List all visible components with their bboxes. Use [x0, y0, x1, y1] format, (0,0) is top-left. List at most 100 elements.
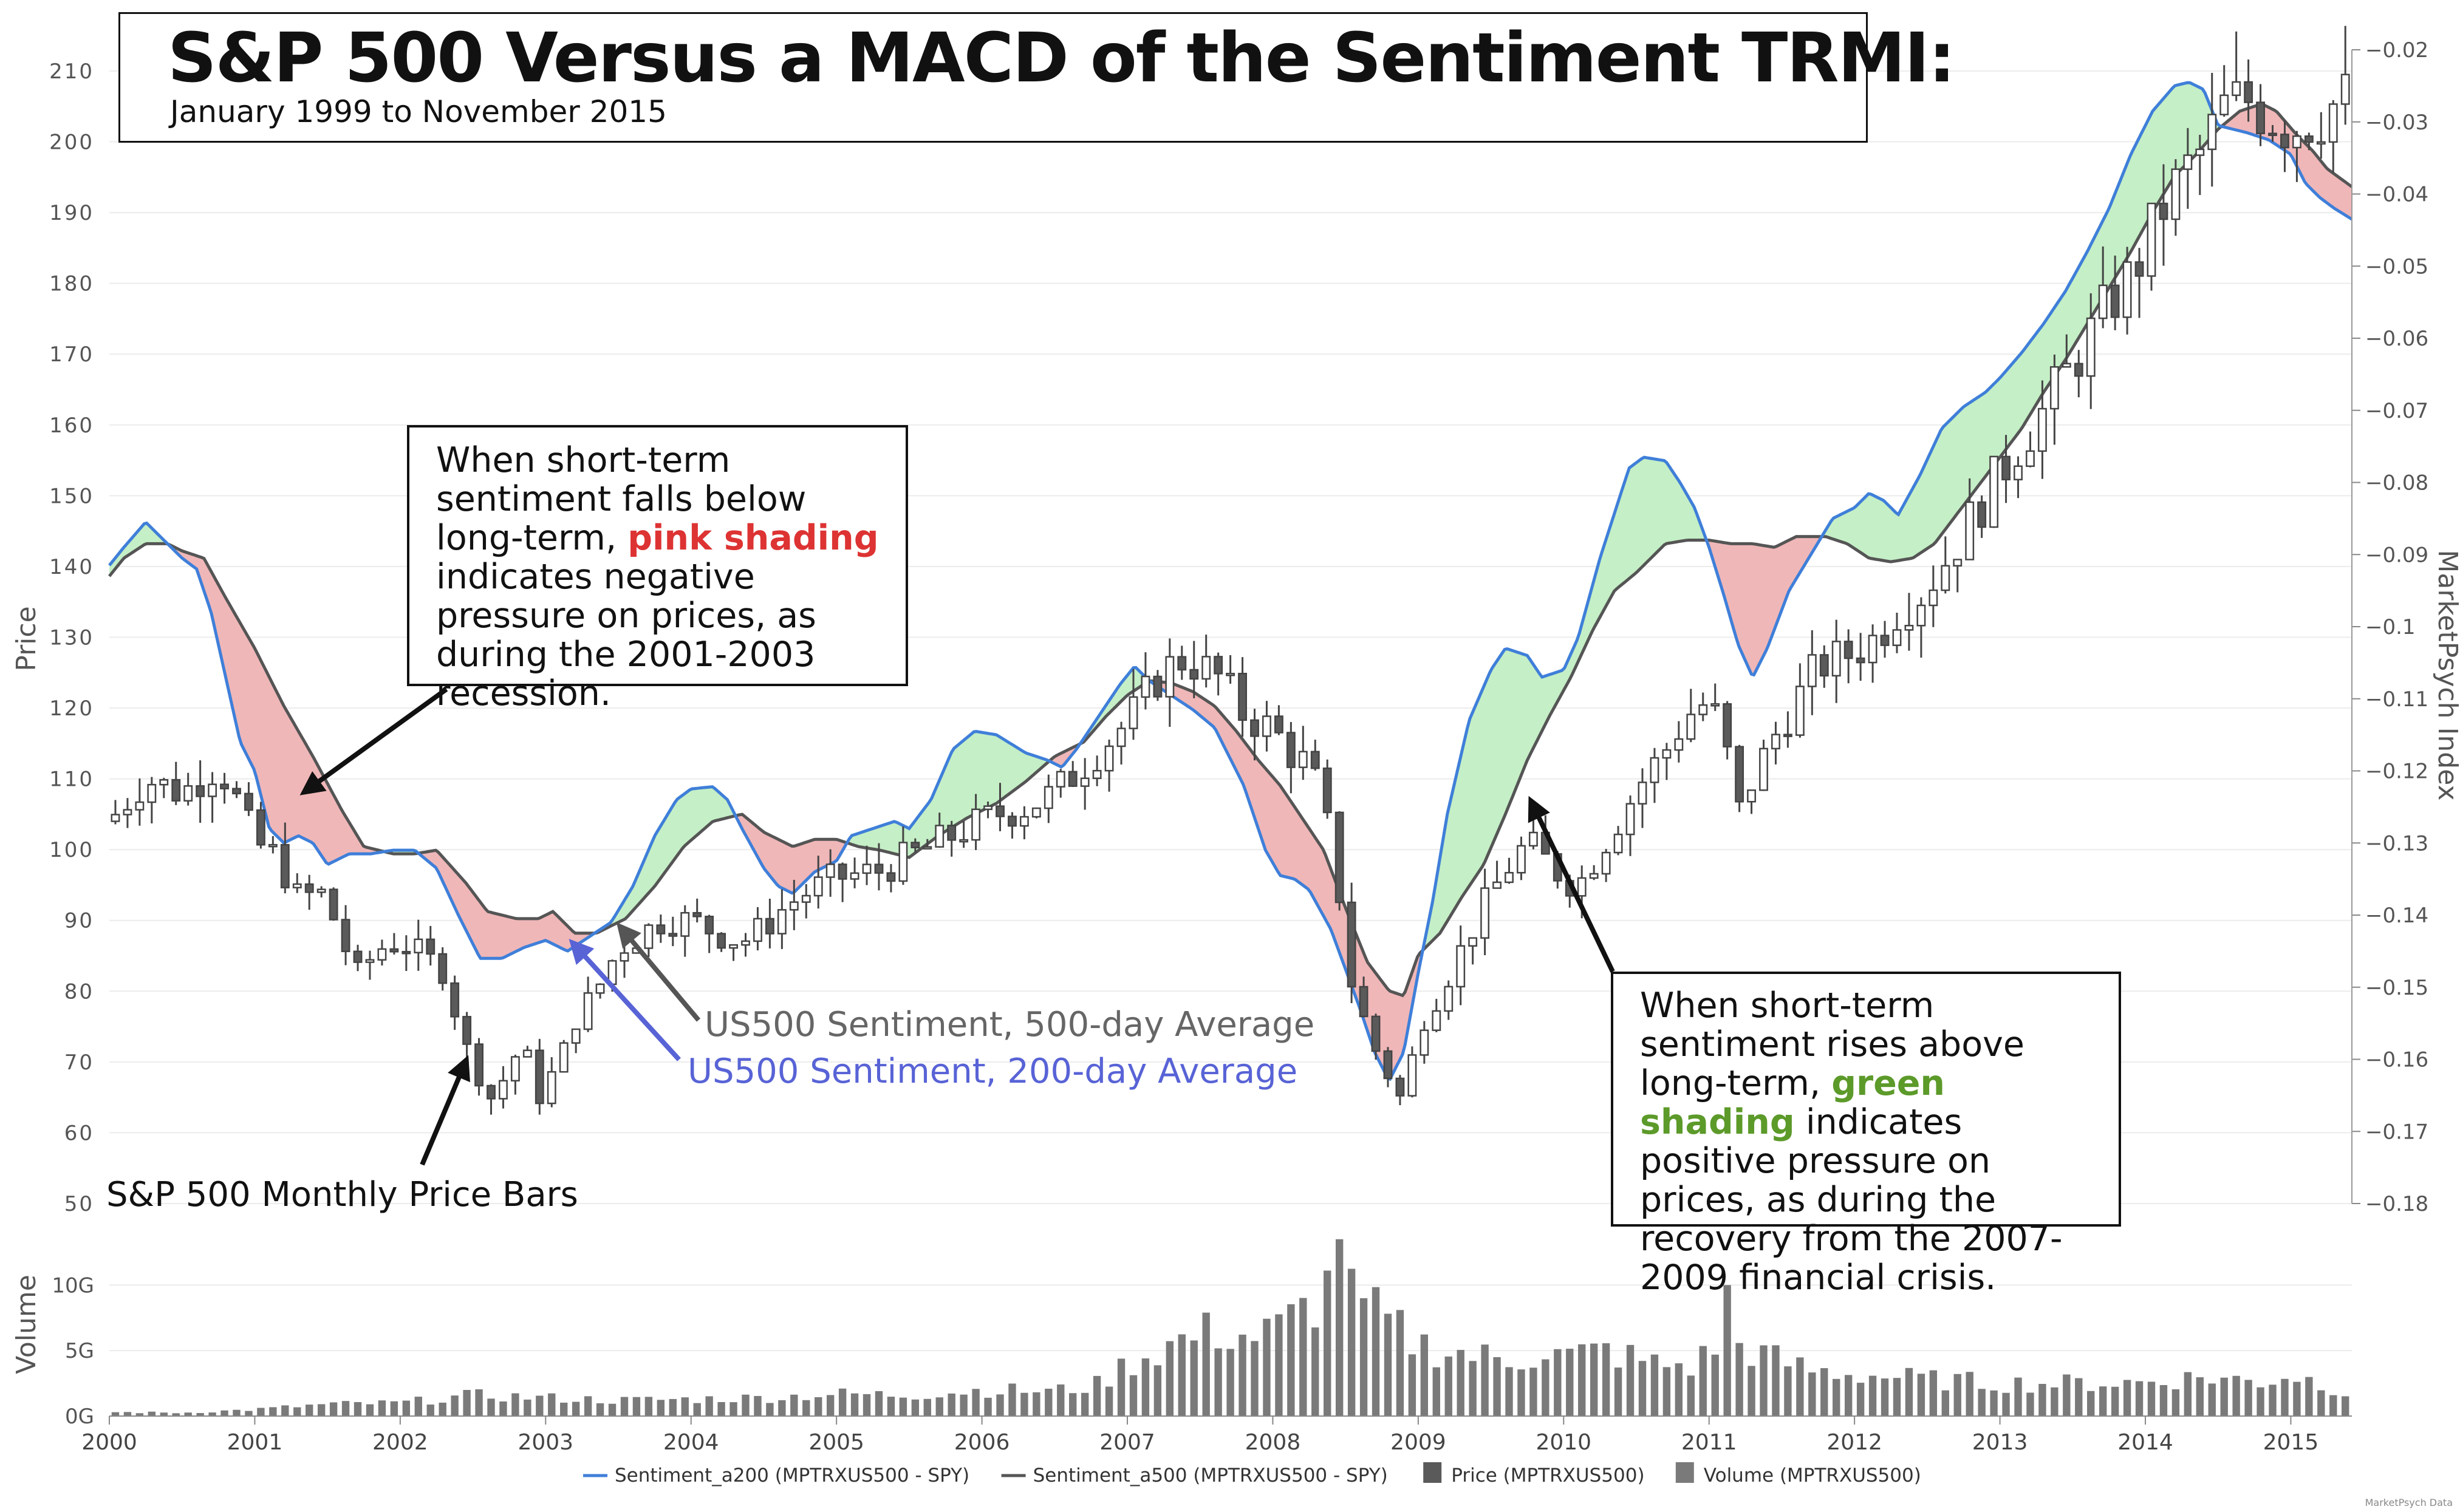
- price-bar: [147, 783, 157, 803]
- volume-tick-label: 0G: [65, 1405, 94, 1429]
- volume-bar: [1045, 1388, 1053, 1416]
- price-bar: [208, 783, 217, 797]
- y-axis-title: Price: [11, 606, 42, 671]
- price-bar: [1044, 786, 1053, 809]
- volume-bar: [1263, 1318, 1271, 1416]
- negative-pressure-note: When short-term sentiment falls below lo…: [407, 425, 908, 713]
- y-tick-label: 90: [64, 909, 94, 933]
- volume-bar: [935, 1397, 943, 1416]
- volume-bar: [414, 1397, 422, 1416]
- price-bar: [2026, 450, 2035, 467]
- volume-bar: [1711, 1354, 1719, 1416]
- x-tick-label: 2009: [1390, 1430, 1446, 1455]
- price-bar: [2219, 94, 2229, 115]
- sentiment-200-line: [108, 81, 2353, 1081]
- price-bar: [1298, 751, 1308, 768]
- price-bar: [2110, 284, 2120, 318]
- volume-bar: [536, 1395, 544, 1416]
- volume-bar: [899, 1397, 907, 1416]
- y-tick-label: 180: [49, 272, 94, 296]
- price-bar: [159, 779, 169, 786]
- volume-bar: [996, 1394, 1004, 1416]
- y-tick-label: 170: [49, 342, 94, 367]
- price-bar: [801, 894, 811, 903]
- y-tick-label: 130: [49, 625, 94, 650]
- price-bar: [644, 924, 654, 949]
- volume-bar: [875, 1391, 883, 1416]
- volume-bar: [390, 1401, 398, 1416]
- price-bar: [377, 948, 387, 961]
- price-bar: [705, 916, 714, 935]
- price-bar: [183, 785, 193, 802]
- axes: 50 60 70 80 90 100 110 120 130 140 150 160 170 180 190…: [11, 38, 2460, 1455]
- price-bar: [1759, 747, 1768, 791]
- volume-bar: [681, 1397, 689, 1416]
- positive-pressure-note: When short-term sentiment rises above lo…: [1611, 972, 2121, 1297]
- price-bar: [1831, 641, 1841, 677]
- volume-bar: [426, 1405, 434, 1416]
- price-bar: [1723, 703, 1732, 747]
- y2-tick-label: −0.06: [2365, 327, 2428, 351]
- price-bar: [971, 808, 981, 841]
- price-bar: [777, 909, 787, 935]
- volume-bar: [1990, 1390, 1998, 1416]
- price-bar: [1868, 635, 1877, 664]
- price-bar: [1468, 937, 1478, 947]
- y-tick-label: 200: [49, 131, 94, 155]
- price-bar: [1856, 657, 1865, 664]
- price-bar: [1395, 1077, 1405, 1097]
- price-bar: [1019, 816, 1029, 827]
- price-bar: [2207, 114, 2217, 151]
- volume-bar: [1359, 1298, 1368, 1416]
- volume-bar: [1893, 1378, 1901, 1416]
- volume-bar: [1748, 1366, 1755, 1416]
- volume-bar: [123, 1412, 132, 1416]
- note-right-text-1: When short-term sentiment rises above lo…: [1640, 986, 2024, 1103]
- price-bar: [813, 876, 823, 897]
- price-bar: [2037, 407, 2047, 452]
- volume-bar: [2196, 1377, 2204, 1416]
- price-bar: [959, 839, 969, 843]
- volume-bar: [1881, 1378, 1889, 1416]
- price-bar: [280, 843, 290, 888]
- price-bar: [2183, 154, 2193, 170]
- price-bar: [595, 983, 605, 994]
- volume-bar: [644, 1397, 653, 1416]
- price-bar: [1625, 803, 1635, 836]
- price-bar: [571, 1028, 581, 1044]
- volume-bar: [2269, 1384, 2277, 1416]
- volume-bar: [1033, 1392, 1040, 1416]
- volume-bar: [2329, 1395, 2337, 1416]
- volume-bar: [1275, 1314, 1283, 1416]
- legend-box-swatch: [1423, 1462, 1442, 1483]
- legend: Sentiment_a200 (MPTRXUS500 - SPY) Sentime…: [583, 1462, 1921, 1486]
- price-bar: [1274, 715, 1283, 734]
- volume-bar: [560, 1402, 568, 1416]
- price-bar: [1031, 807, 1041, 818]
- volume-bar: [1020, 1392, 1028, 1416]
- price-bar: [1153, 675, 1163, 698]
- volume-bar: [2014, 1377, 2022, 1416]
- volume-bar: [281, 1405, 289, 1416]
- negative-shading: [2222, 104, 2352, 220]
- volume-bar: [354, 1401, 362, 1416]
- volume-bar: [2281, 1378, 2289, 1416]
- volume-bar: [1008, 1383, 1016, 1416]
- x-tick-label: 2001: [227, 1430, 283, 1455]
- price-bar: [1177, 656, 1187, 671]
- negative-shading: [169, 544, 386, 864]
- price-bar: [1929, 589, 1938, 607]
- price-bar: [268, 843, 278, 848]
- price-bar: [401, 951, 411, 955]
- price-bar: [499, 1080, 508, 1100]
- chart-title: S&P 500 Versus a MACD of the Sentiment T…: [168, 19, 1956, 98]
- price-bar: [2159, 202, 2168, 220]
- arrow-pink-note: [299, 687, 448, 795]
- positive-shading: [595, 786, 737, 933]
- volume-bar: [317, 1404, 326, 1416]
- volume-bar: [2051, 1387, 2059, 1416]
- volume-bar: [960, 1394, 968, 1416]
- volume-bar: [2063, 1374, 2071, 1416]
- price-bar: [1601, 851, 1611, 875]
- sentiment-500-line: [108, 102, 2353, 998]
